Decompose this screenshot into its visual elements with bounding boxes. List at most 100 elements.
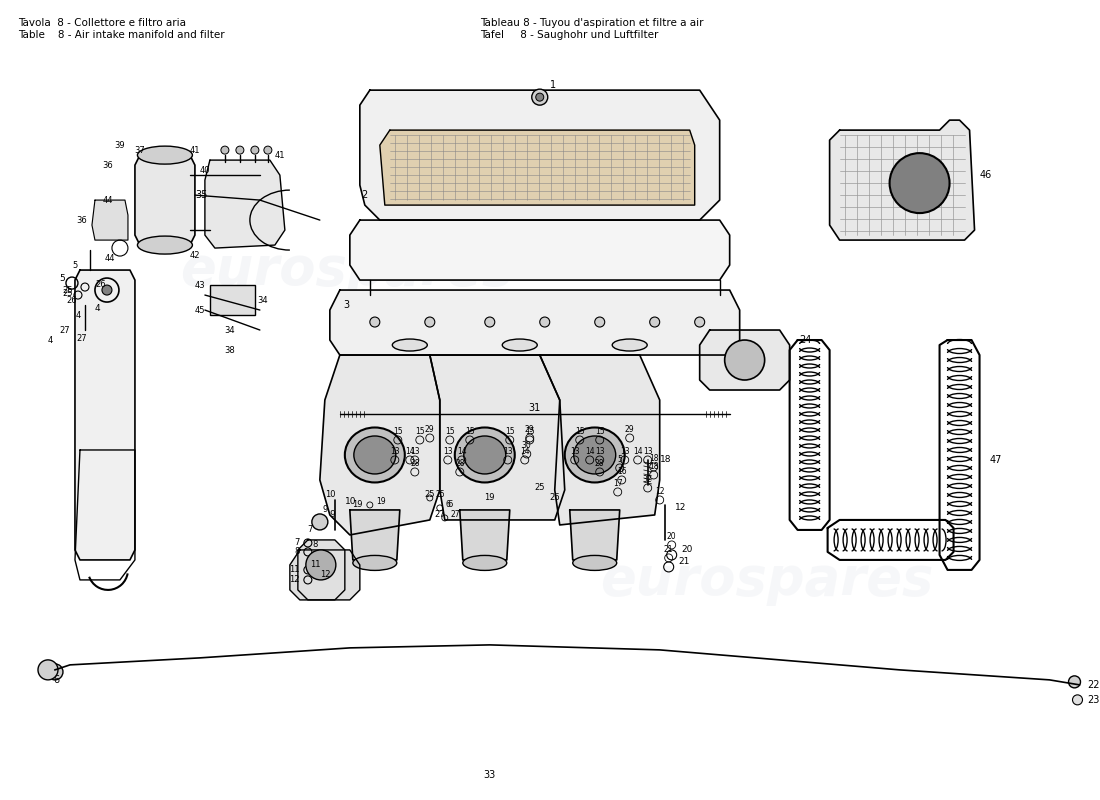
Text: 7: 7	[307, 526, 312, 534]
Polygon shape	[75, 270, 135, 560]
Text: 30: 30	[521, 442, 531, 450]
Text: 20: 20	[682, 546, 693, 554]
Text: 13: 13	[595, 447, 605, 457]
Text: 28: 28	[410, 459, 419, 469]
Text: 6: 6	[54, 675, 60, 685]
Text: eurospares: eurospares	[180, 244, 514, 296]
Circle shape	[251, 146, 258, 154]
Text: 37: 37	[134, 146, 145, 154]
Text: 42: 42	[189, 250, 200, 259]
Text: 11: 11	[309, 561, 320, 570]
Polygon shape	[700, 330, 790, 390]
Text: 24: 24	[800, 335, 812, 345]
Text: 15: 15	[446, 427, 454, 437]
Text: 27: 27	[77, 334, 87, 342]
Text: 47: 47	[990, 455, 1002, 465]
Circle shape	[890, 153, 949, 213]
Circle shape	[425, 317, 435, 327]
Text: 18: 18	[660, 455, 671, 465]
Text: 4: 4	[95, 303, 100, 313]
Ellipse shape	[463, 555, 507, 570]
Circle shape	[540, 317, 550, 327]
Polygon shape	[430, 355, 564, 520]
Ellipse shape	[454, 427, 515, 482]
Polygon shape	[350, 220, 729, 280]
Text: 12: 12	[289, 575, 300, 585]
Text: 15: 15	[393, 427, 403, 437]
Circle shape	[1068, 676, 1080, 688]
Text: 3: 3	[343, 300, 350, 310]
Text: 13: 13	[503, 447, 513, 457]
Text: 29: 29	[625, 426, 635, 434]
Text: 35: 35	[195, 190, 207, 200]
Text: 44: 44	[104, 254, 116, 262]
Ellipse shape	[353, 555, 397, 570]
Polygon shape	[350, 510, 399, 560]
Ellipse shape	[138, 146, 192, 164]
Text: 6: 6	[447, 501, 452, 510]
Circle shape	[1072, 695, 1082, 705]
Text: 26: 26	[549, 494, 560, 502]
Text: 36: 36	[102, 161, 113, 170]
Text: 28: 28	[595, 459, 605, 469]
Polygon shape	[540, 355, 660, 525]
Text: 13: 13	[410, 447, 419, 457]
Text: 14: 14	[520, 447, 529, 457]
Text: 15: 15	[525, 427, 535, 437]
Text: 31: 31	[529, 403, 541, 413]
Text: 5: 5	[73, 261, 78, 270]
Text: 22: 22	[1088, 680, 1100, 690]
Text: 46: 46	[979, 170, 992, 180]
Circle shape	[695, 317, 705, 327]
Polygon shape	[460, 510, 509, 560]
Polygon shape	[320, 355, 440, 535]
Text: 25: 25	[63, 286, 74, 294]
Polygon shape	[330, 290, 739, 355]
Text: 28: 28	[455, 459, 464, 469]
Text: 12: 12	[674, 503, 686, 513]
Text: 18: 18	[649, 462, 659, 471]
Circle shape	[725, 340, 764, 380]
Circle shape	[485, 317, 495, 327]
Text: 9: 9	[322, 506, 328, 514]
Text: 6: 6	[446, 501, 451, 510]
Text: Tafel     8 - Saughohr und Luftfilter: Tafel 8 - Saughohr und Luftfilter	[480, 30, 658, 40]
Circle shape	[312, 514, 328, 530]
Text: 17: 17	[613, 479, 623, 489]
Ellipse shape	[344, 427, 405, 482]
Text: 29: 29	[425, 426, 435, 434]
Ellipse shape	[354, 436, 396, 474]
Text: 27: 27	[434, 510, 446, 519]
Text: 14: 14	[405, 447, 415, 457]
Text: 44: 44	[102, 195, 113, 205]
Text: 29: 29	[525, 426, 535, 434]
Text: 15: 15	[595, 427, 605, 437]
Text: eurospares: eurospares	[600, 554, 933, 606]
Polygon shape	[570, 510, 619, 560]
Text: 34: 34	[257, 295, 267, 305]
Text: 39: 39	[114, 141, 125, 150]
Polygon shape	[205, 160, 285, 248]
Text: 5: 5	[59, 274, 65, 282]
Text: 25: 25	[425, 490, 436, 499]
Text: 23: 23	[1088, 695, 1100, 705]
Text: Table    8 - Air intake manifold and filter: Table 8 - Air intake manifold and filter	[18, 30, 224, 40]
Text: 16: 16	[617, 467, 627, 477]
Polygon shape	[379, 130, 695, 205]
Text: 14: 14	[456, 447, 466, 457]
Circle shape	[595, 317, 605, 327]
Text: 13: 13	[390, 447, 399, 457]
Circle shape	[536, 93, 543, 101]
Ellipse shape	[464, 436, 506, 474]
Circle shape	[102, 285, 112, 295]
Text: 41: 41	[189, 146, 200, 154]
Ellipse shape	[574, 436, 616, 474]
Text: 4: 4	[75, 310, 80, 319]
Text: 18: 18	[649, 454, 659, 463]
Text: 41: 41	[275, 150, 285, 160]
Text: 2: 2	[362, 190, 367, 200]
Polygon shape	[290, 550, 360, 600]
Text: 21: 21	[679, 558, 690, 566]
Text: 12: 12	[654, 487, 664, 497]
Text: 8: 8	[295, 547, 300, 557]
